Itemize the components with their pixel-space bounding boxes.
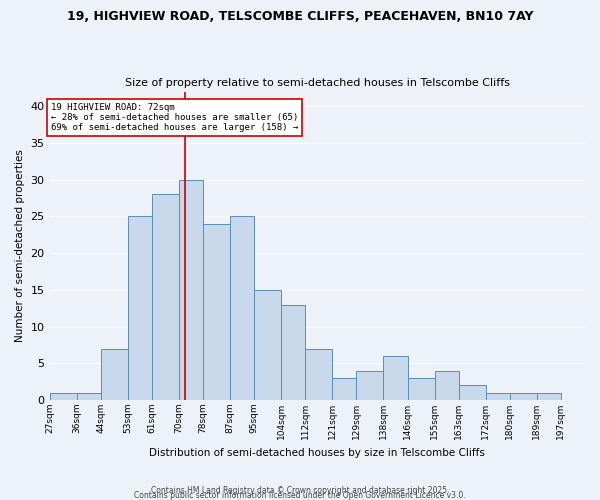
Text: 19, HIGHVIEW ROAD, TELSCOMBE CLIFFS, PEACEHAVEN, BN10 7AY: 19, HIGHVIEW ROAD, TELSCOMBE CLIFFS, PEA… — [67, 10, 533, 23]
Bar — [332, 378, 356, 400]
Bar — [101, 348, 128, 400]
Bar — [281, 304, 305, 400]
Bar — [230, 216, 254, 400]
Bar — [510, 392, 537, 400]
Bar — [458, 386, 486, 400]
Bar — [305, 348, 332, 400]
Title: Size of property relative to semi-detached houses in Telscombe Cliffs: Size of property relative to semi-detach… — [125, 78, 510, 88]
Bar — [383, 356, 407, 400]
Bar — [356, 370, 383, 400]
Bar — [152, 194, 179, 400]
Bar — [486, 392, 510, 400]
Y-axis label: Number of semi-detached properties: Number of semi-detached properties — [15, 150, 25, 342]
Bar — [203, 224, 230, 400]
Bar — [407, 378, 434, 400]
X-axis label: Distribution of semi-detached houses by size in Telscombe Cliffs: Distribution of semi-detached houses by … — [149, 448, 485, 458]
Bar — [254, 290, 281, 400]
Bar — [77, 392, 101, 400]
Text: 19 HIGHVIEW ROAD: 72sqm
← 28% of semi-detached houses are smaller (65)
69% of se: 19 HIGHVIEW ROAD: 72sqm ← 28% of semi-de… — [51, 102, 298, 132]
Bar — [128, 216, 152, 400]
Bar — [50, 392, 77, 400]
Bar — [179, 180, 203, 400]
Bar — [537, 392, 561, 400]
Text: Contains public sector information licensed under the Open Government Licence v3: Contains public sector information licen… — [134, 490, 466, 500]
Text: Contains HM Land Registry data © Crown copyright and database right 2025.: Contains HM Land Registry data © Crown c… — [151, 486, 449, 495]
Bar — [434, 370, 458, 400]
